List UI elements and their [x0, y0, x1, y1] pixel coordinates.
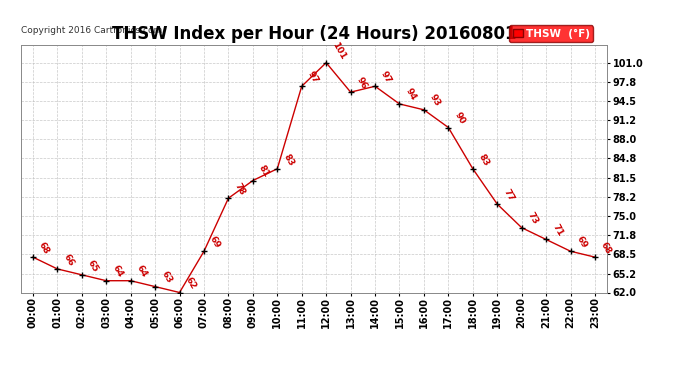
Text: 63: 63: [159, 270, 173, 285]
Text: 71: 71: [550, 223, 564, 238]
Text: 69: 69: [208, 234, 222, 250]
Text: 83: 83: [282, 152, 295, 167]
Legend: THSW  (°F): THSW (°F): [509, 26, 593, 42]
Text: 73: 73: [526, 211, 540, 226]
Title: THSW Index per Hour (24 Hours) 20160801: THSW Index per Hour (24 Hours) 20160801: [112, 26, 516, 44]
Text: 97: 97: [380, 69, 393, 85]
Text: 81: 81: [257, 164, 271, 179]
Text: 62: 62: [184, 276, 198, 291]
Text: 90: 90: [453, 111, 466, 126]
Text: 77: 77: [502, 187, 515, 203]
Text: 101: 101: [331, 40, 348, 61]
Text: 64: 64: [110, 264, 124, 279]
Text: 68: 68: [37, 240, 51, 256]
Text: 69: 69: [575, 234, 589, 250]
Text: 96: 96: [355, 75, 369, 91]
Text: 64: 64: [135, 264, 149, 279]
Text: 68: 68: [599, 240, 613, 256]
Text: 93: 93: [428, 93, 442, 108]
Text: 78: 78: [233, 182, 247, 197]
Text: Copyright 2016 Cartronics.com: Copyright 2016 Cartronics.com: [21, 26, 162, 35]
Text: 65: 65: [86, 258, 100, 273]
Text: 94: 94: [404, 87, 418, 102]
Text: 66: 66: [61, 252, 76, 267]
Text: 97: 97: [306, 69, 320, 85]
Text: 83: 83: [477, 152, 491, 167]
